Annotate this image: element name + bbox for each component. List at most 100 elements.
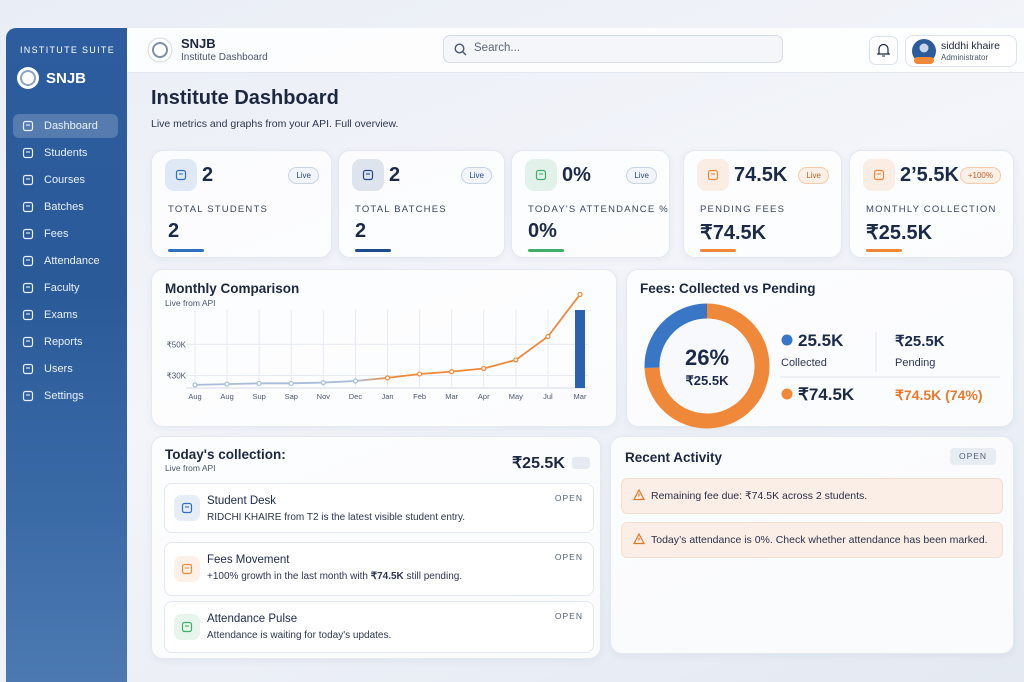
point: [256, 380, 262, 386]
nav-item[interactable]: Exams: [13, 303, 118, 327]
nav-item[interactable]: Attendance: [13, 249, 118, 273]
icon-shape: [22, 174, 34, 186]
x-tick-label: Aug: [220, 392, 233, 401]
point: [577, 291, 583, 297]
point: [545, 333, 551, 340]
collection-item: Student Desk OPEN RIDCHI KHAIRE from T2 is…: [164, 483, 594, 533]
item-open[interactable]: OPEN: [554, 552, 583, 562]
stat-label: TOTAL STUDENTS: [168, 204, 269, 215]
suite-label: INSTITUTE SUITE: [20, 45, 116, 55]
fees-title: Fees: Collected vs Pending: [640, 281, 816, 296]
activity-text: Today’s attendance is 0%. Check whether …: [651, 534, 988, 546]
legend-name: Collected: [781, 357, 827, 369]
nav-label: Dashboard: [44, 120, 98, 132]
nav-icon: [22, 120, 34, 132]
nav-item[interactable]: Settings: [13, 384, 118, 408]
nav-item[interactable]: Dashboard: [13, 114, 118, 138]
icon-shape: [873, 169, 885, 181]
point: [352, 378, 359, 384]
collection-subtitle: Live from API: [165, 463, 216, 473]
icon-shape: [22, 336, 34, 348]
donut-center-label: ₹25.5K: [686, 373, 730, 388]
side-value: ₹74.5K (74%): [895, 387, 983, 403]
warning-icon: [633, 533, 645, 545]
warning-shape: [633, 533, 645, 545]
item-icon-glyph: [181, 621, 193, 633]
point: [481, 365, 487, 372]
stat-big: 2: [168, 220, 180, 242]
sidebar-brand: SNJB: [46, 70, 87, 87]
stat-icon: [525, 159, 557, 191]
activity-open[interactable]: OPEN: [950, 448, 996, 465]
nav-label: Courses: [44, 174, 85, 186]
x-tick-label: May: [509, 392, 523, 401]
nav-item[interactable]: Students: [13, 141, 118, 165]
activity-title: Recent Activity: [625, 450, 723, 465]
nav-item[interactable]: Reports: [13, 330, 118, 354]
nav-item[interactable]: Fees: [13, 222, 118, 246]
nav-item[interactable]: Batches: [13, 195, 118, 219]
warning-icon: [633, 489, 645, 501]
point: [416, 371, 423, 377]
nav-item[interactable]: Users: [13, 357, 118, 381]
stat-label: TODAY'S ATTENDANCE %: [528, 204, 669, 215]
icon-shape: [181, 621, 193, 633]
nav-item[interactable]: Faculty: [13, 276, 118, 300]
x-tick-label: Aug: [188, 392, 201, 401]
stat-icon-glyph: [175, 169, 187, 181]
user-menu[interactable]: siddhi khaire Administrator: [905, 35, 1017, 67]
monthly-subtitle: Live from API: [165, 298, 216, 308]
activity-text: Remaining fee due: ₹74.5K across 2 stude…: [651, 490, 868, 502]
stat-badge: Live: [626, 167, 657, 184]
nav-item[interactable]: Courses: [13, 168, 118, 192]
nav-label: Faculty: [44, 282, 80, 294]
stat-label: PENDING FEES: [700, 204, 786, 215]
nav-label: Batches: [44, 201, 84, 213]
legend-dot: [781, 388, 793, 400]
icon-shape: [181, 563, 193, 575]
stat-value: 2’5.5K: [900, 164, 959, 186]
icon-shape: [181, 502, 193, 514]
topbar: SNJB Institute Dashboard Search... siddh…: [127, 28, 1024, 73]
x-tick-label: Nov: [317, 392, 331, 401]
nav-icon: [22, 363, 34, 375]
donut-segment: [644, 303, 708, 368]
item-open[interactable]: OPEN: [554, 493, 583, 503]
stat-big: ₹25.5K: [866, 222, 933, 244]
search-box[interactable]: Search...: [443, 35, 783, 63]
avatar: [912, 39, 936, 64]
stat-icon-glyph: [873, 169, 885, 181]
nav-label: Attendance: [44, 255, 100, 267]
user-name: siddhi khaire: [941, 40, 1000, 52]
icon-shape: [362, 169, 374, 181]
warning-shape: [633, 489, 645, 501]
icon-shape: [22, 201, 34, 213]
collection-item: Fees Movement OPEN +100% growth in the las…: [164, 542, 594, 596]
stat-card: 74.5K Live PENDING FEES ₹74.5K: [683, 150, 842, 258]
collection-card: Today's collection: Live from API ₹25.5K…: [151, 436, 601, 659]
side-value: ₹25.5K: [895, 333, 945, 350]
point: [224, 381, 230, 387]
sidebar: INSTITUTE SUITE SNJB Dashboard Students Co…: [6, 28, 127, 682]
x-tick-label: Feb: [413, 392, 426, 401]
point: [449, 369, 455, 375]
item-text: +100% growth in the last month with ₹74.…: [207, 571, 462, 582]
nav-label: Exams: [44, 309, 78, 321]
item-title: Student Desk: [207, 495, 277, 507]
item-text-part: RIDCHI KHAIRE from T2 is the latest visi…: [207, 512, 466, 523]
icon-shape: [22, 363, 34, 375]
page-title: Institute Dashboard: [151, 87, 339, 109]
stat-badge: Live: [288, 167, 319, 184]
notifications-button[interactable]: [869, 36, 898, 65]
item-open[interactable]: OPEN: [554, 611, 583, 621]
collection-toggle[interactable]: [572, 457, 590, 469]
stat-progress: [355, 249, 391, 252]
monthly-title: Monthly Comparison: [165, 281, 300, 296]
activity-card: Recent Activity OPEN Remaining fee due: …: [610, 436, 1014, 654]
x-tick-label: Mar: [445, 392, 458, 401]
nav-icon: [22, 390, 34, 402]
nav-icon: [22, 336, 34, 348]
icon-shape: [22, 147, 34, 159]
